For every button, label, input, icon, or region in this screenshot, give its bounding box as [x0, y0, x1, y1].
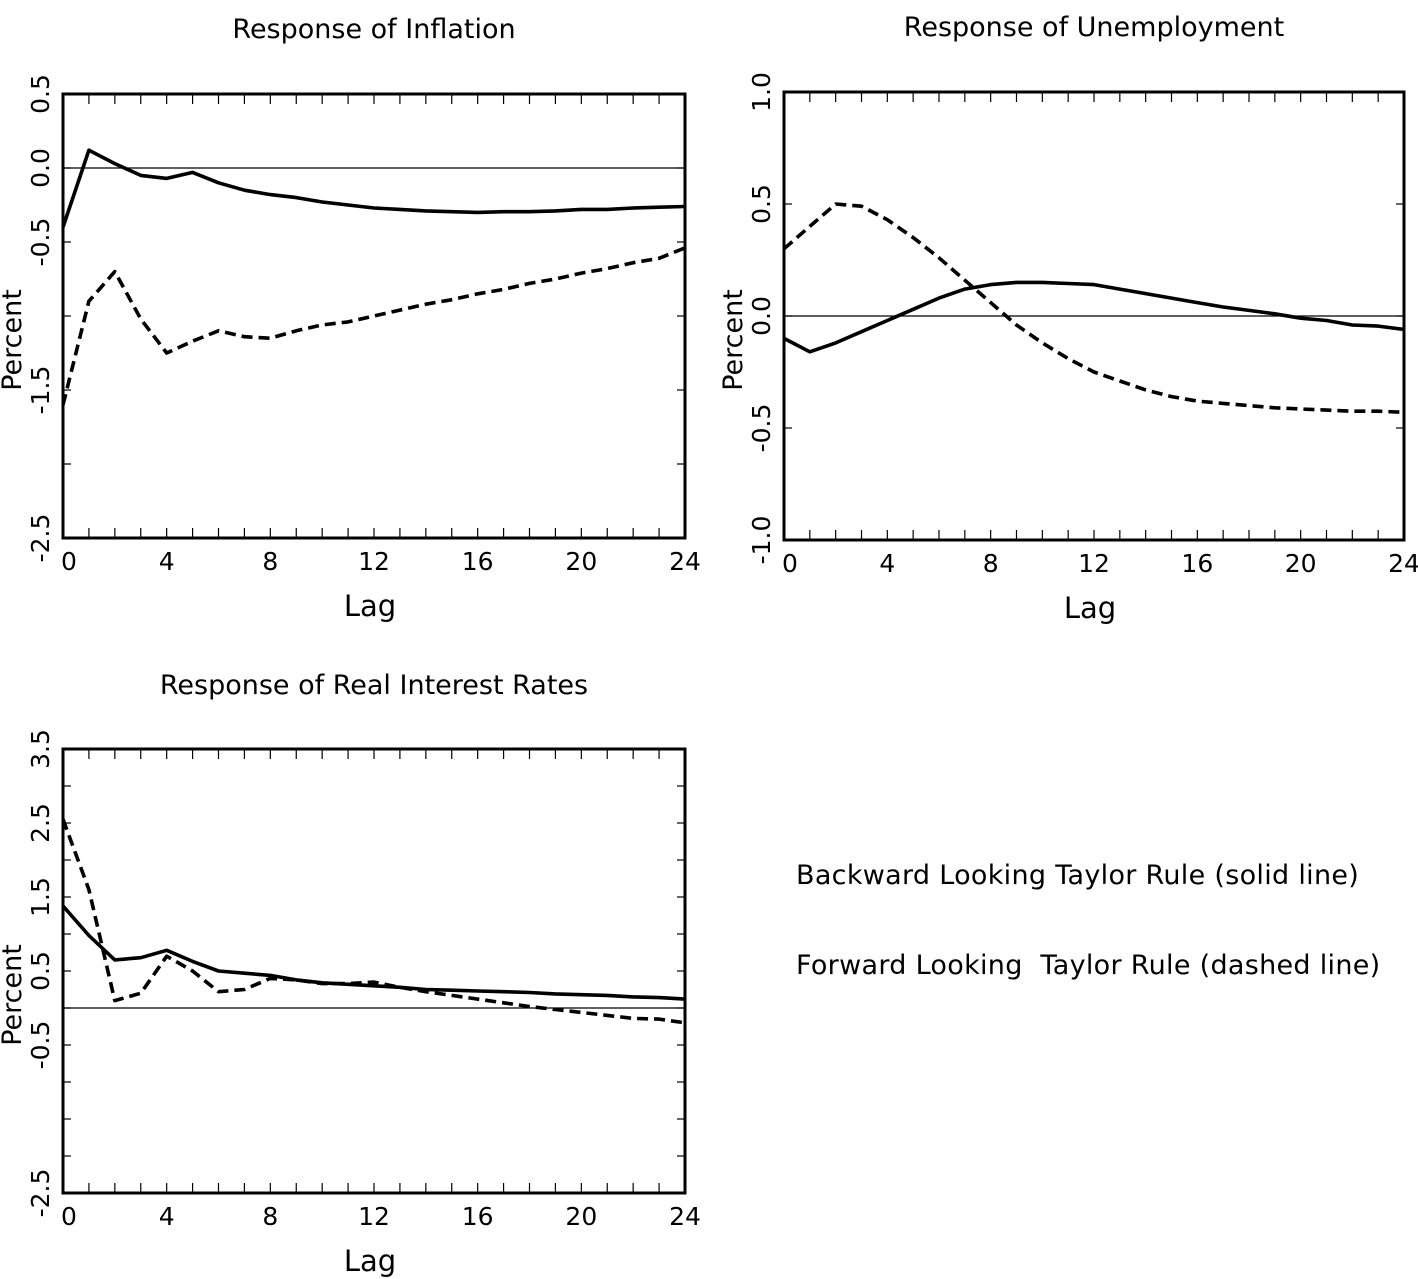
y-tick-label: -1.0	[747, 516, 776, 565]
chart-title: Response of Real Interest Rates	[160, 670, 588, 701]
series-line-dashed	[61, 818, 686, 1025]
series-line-solid	[783, 280, 1405, 354]
x-tick-label: 20	[1285, 549, 1317, 578]
y-tick-label: 0.5	[747, 184, 776, 224]
series-line-dashed	[61, 246, 686, 406]
y-tick-label: 0.0	[747, 296, 776, 336]
y-tick-label: -1.5	[26, 366, 55, 415]
y-axis-label: Percent	[718, 289, 749, 391]
y-tick-label: -0.5	[26, 1021, 55, 1070]
y-tick-label: 0.5	[26, 951, 55, 991]
x-axis-label: Lag	[344, 589, 396, 623]
y-tick-label: -2.5	[26, 514, 55, 563]
x-tick-label: 8	[262, 547, 278, 576]
plot-frame	[61, 92, 687, 540]
y-tick-label: -2.5	[26, 1169, 55, 1218]
y-tick-label: 1.0	[747, 72, 776, 112]
y-axis-label: Percent	[0, 944, 28, 1046]
legend-solid-line-text: Backward Looking Taylor Rule (solid line…	[796, 860, 1360, 891]
y-tick-label: 0.5	[26, 74, 55, 114]
chart-3: Response of Real Interest Rates 0 4 8 12 16 20…	[0, 670, 701, 1278]
y-axis-label: Percent	[0, 289, 28, 391]
y-tick-label: 3.5	[26, 729, 55, 769]
chart-1: Response of Inflation 0 4 8 12 16 20 24 -2.5 -1.5…	[0, 14, 701, 623]
x-tick-label: 24	[669, 1202, 701, 1231]
series-line-solid	[61, 904, 686, 1001]
x-tick-label: 4	[879, 549, 895, 578]
chart-title: Response of Inflation	[232, 14, 515, 45]
x-tick-label: 0	[782, 549, 798, 578]
x-tick-label: 0	[61, 1202, 77, 1231]
y-tick-label: 1.5	[26, 877, 55, 917]
y-tick-label: 2.5	[26, 803, 55, 843]
series-line-solid	[61, 148, 686, 228]
x-tick-label: 4	[159, 547, 175, 576]
x-tick-label: 12	[358, 1202, 390, 1231]
x-tick-label: 24	[669, 547, 701, 576]
legend-dashed-line-text: Forward Looking Taylor Rule (dashed line…	[796, 950, 1381, 981]
x-tick-label: 16	[462, 547, 494, 576]
x-tick-label: 12	[1078, 549, 1110, 578]
chart-title: Response of Unemployment	[904, 12, 1284, 43]
chart-2: Response of Unemployment 0 4 8 12 16 20 24 -1.0 -…	[718, 12, 1418, 625]
x-tick-label: 20	[565, 1202, 597, 1231]
x-tick-label: 8	[262, 1202, 278, 1231]
series-line-dashed	[782, 202, 1405, 415]
x-axis-label: Lag	[1064, 591, 1116, 625]
y-tick-label: -0.5	[747, 404, 776, 453]
x-tick-label: 8	[983, 549, 999, 578]
x-tick-label: 16	[462, 1202, 494, 1231]
x-tick-label: 0	[61, 547, 77, 576]
x-axis-label: Lag	[344, 1244, 396, 1278]
x-tick-label: 24	[1388, 549, 1418, 578]
y-tick-label: 0.0	[26, 148, 55, 188]
y-tick-label: -0.5	[26, 218, 55, 267]
x-tick-label: 12	[358, 547, 390, 576]
x-tick-label: 4	[159, 1202, 175, 1231]
x-tick-label: 20	[565, 547, 597, 576]
x-tick-label: 16	[1181, 549, 1213, 578]
